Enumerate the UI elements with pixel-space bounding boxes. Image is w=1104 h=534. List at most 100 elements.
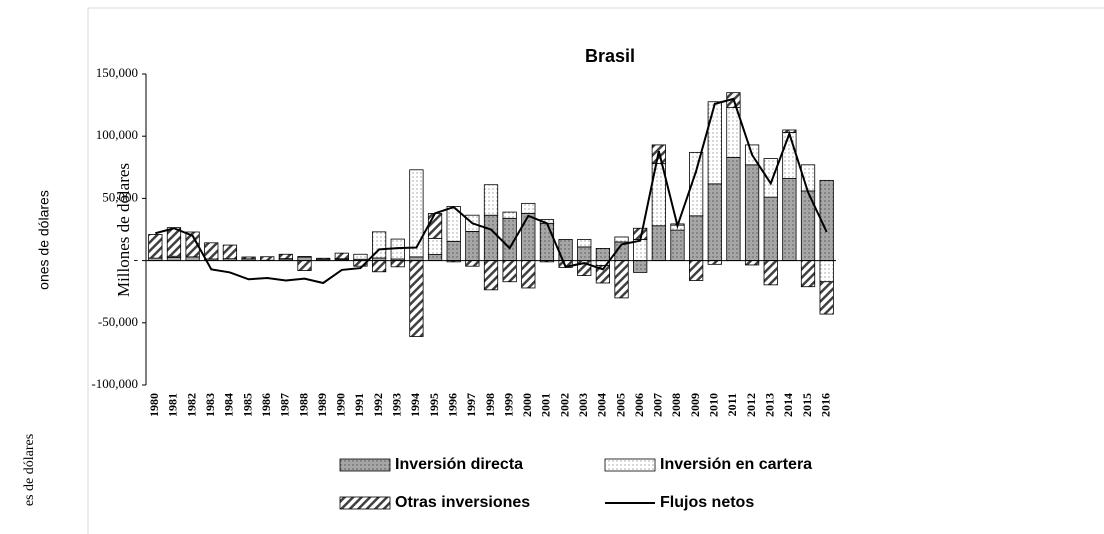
x-tick-label: 1980 bbox=[147, 393, 161, 417]
bar bbox=[744, 164, 760, 261]
legend-swatch bbox=[339, 496, 391, 510]
x-tick-label: 2015 bbox=[800, 393, 814, 417]
bar bbox=[260, 256, 275, 261]
bar bbox=[595, 265, 611, 284]
legend-swatch bbox=[339, 458, 391, 472]
x-tick-label: 1984 bbox=[222, 393, 236, 417]
bar bbox=[316, 257, 331, 260]
bar bbox=[521, 212, 536, 262]
x-tick-label: 2005 bbox=[613, 393, 627, 417]
x-tick-label: 2010 bbox=[707, 393, 721, 417]
x-tick-label: 1983 bbox=[203, 393, 217, 417]
bar bbox=[577, 239, 592, 248]
bar bbox=[707, 101, 722, 185]
bar bbox=[465, 260, 480, 267]
x-tick-label: 2012 bbox=[744, 393, 758, 417]
x-tick-label: 1998 bbox=[483, 393, 497, 417]
bar bbox=[595, 248, 611, 261]
bar bbox=[353, 253, 368, 260]
bar bbox=[782, 132, 797, 179]
y-tick-label: 50,000 bbox=[102, 189, 138, 204]
bar bbox=[297, 256, 312, 261]
legend-label: Otras inversiones bbox=[395, 494, 530, 511]
x-tick-label: 1992 bbox=[371, 393, 385, 417]
bar bbox=[185, 231, 200, 258]
bar bbox=[689, 151, 704, 217]
x-tick-label: 2008 bbox=[669, 393, 683, 417]
bar bbox=[241, 256, 256, 260]
bar bbox=[297, 256, 312, 258]
bar bbox=[204, 242, 219, 260]
x-tick-label: 1997 bbox=[464, 393, 478, 417]
bar bbox=[689, 215, 704, 261]
chart-title: Brasil bbox=[585, 46, 635, 66]
x-tick-label: 1982 bbox=[184, 393, 198, 417]
bar bbox=[409, 169, 424, 258]
bar bbox=[390, 260, 405, 268]
bar bbox=[297, 260, 312, 271]
bar bbox=[689, 260, 704, 281]
bar bbox=[521, 260, 536, 289]
bar bbox=[800, 260, 816, 288]
bar bbox=[483, 214, 499, 261]
side-label: ones de dólares bbox=[36, 190, 52, 290]
bar bbox=[539, 222, 555, 261]
bar bbox=[148, 234, 163, 259]
x-tick-label: 1995 bbox=[427, 393, 441, 417]
legend-label: Inversión en cartera bbox=[660, 456, 812, 473]
line bbox=[155, 97, 828, 285]
bar bbox=[707, 183, 722, 261]
x-tick-label: 1985 bbox=[240, 393, 254, 417]
bar bbox=[614, 236, 629, 243]
x-tick-label: 1994 bbox=[408, 393, 422, 417]
x-tick-label: 1996 bbox=[445, 393, 459, 417]
bar bbox=[521, 202, 536, 214]
x-tick-label: 2000 bbox=[520, 393, 534, 417]
bar bbox=[409, 256, 424, 262]
bar bbox=[427, 237, 443, 255]
x-tick-label: 2009 bbox=[688, 393, 702, 417]
x-tick-label: 2011 bbox=[725, 393, 739, 416]
x-tick-label: 2014 bbox=[781, 393, 795, 417]
y-tick-label: 100,000 bbox=[96, 127, 138, 142]
bar bbox=[726, 156, 741, 262]
bar bbox=[633, 260, 648, 273]
bar bbox=[744, 260, 760, 266]
y-tick-label: -100,000 bbox=[91, 376, 138, 391]
x-tick-label: 1988 bbox=[296, 393, 310, 417]
bar bbox=[278, 253, 293, 260]
x-tick-label: 1990 bbox=[334, 393, 348, 417]
bar bbox=[819, 260, 834, 283]
legend-label: Flujos netos bbox=[660, 494, 754, 511]
y-tick-label: - bbox=[134, 252, 138, 267]
bar bbox=[483, 184, 499, 216]
x-tick-label: 1986 bbox=[259, 393, 273, 417]
bar bbox=[502, 260, 517, 283]
bar bbox=[465, 230, 480, 261]
x-tick-label: 1989 bbox=[315, 393, 329, 417]
bar bbox=[707, 260, 722, 265]
bar bbox=[763, 158, 778, 198]
x-tick-label: 1987 bbox=[278, 393, 292, 417]
bar bbox=[427, 213, 443, 239]
x-tick-label: 2013 bbox=[762, 393, 776, 417]
x-tick-label: 2002 bbox=[557, 393, 571, 417]
bar bbox=[166, 227, 182, 257]
bar bbox=[651, 225, 666, 262]
x-tick-label: 2004 bbox=[595, 393, 609, 417]
x-tick-label: 2006 bbox=[632, 393, 646, 417]
legend-label: Inversión directa bbox=[395, 456, 523, 473]
side-label: es de dólares bbox=[22, 434, 37, 506]
bar bbox=[782, 178, 797, 261]
bar bbox=[670, 229, 685, 261]
x-tick-label: 2016 bbox=[818, 393, 832, 417]
x-tick-label: 1991 bbox=[352, 393, 366, 417]
chart-frame bbox=[87, 7, 1104, 534]
x-tick-label: 1993 bbox=[390, 393, 404, 417]
bar bbox=[577, 246, 592, 262]
y-tick-label: 150,000 bbox=[96, 65, 138, 80]
x-tick-label: 1981 bbox=[166, 393, 180, 417]
x-tick-label: 2001 bbox=[539, 393, 553, 417]
bar bbox=[409, 260, 424, 337]
